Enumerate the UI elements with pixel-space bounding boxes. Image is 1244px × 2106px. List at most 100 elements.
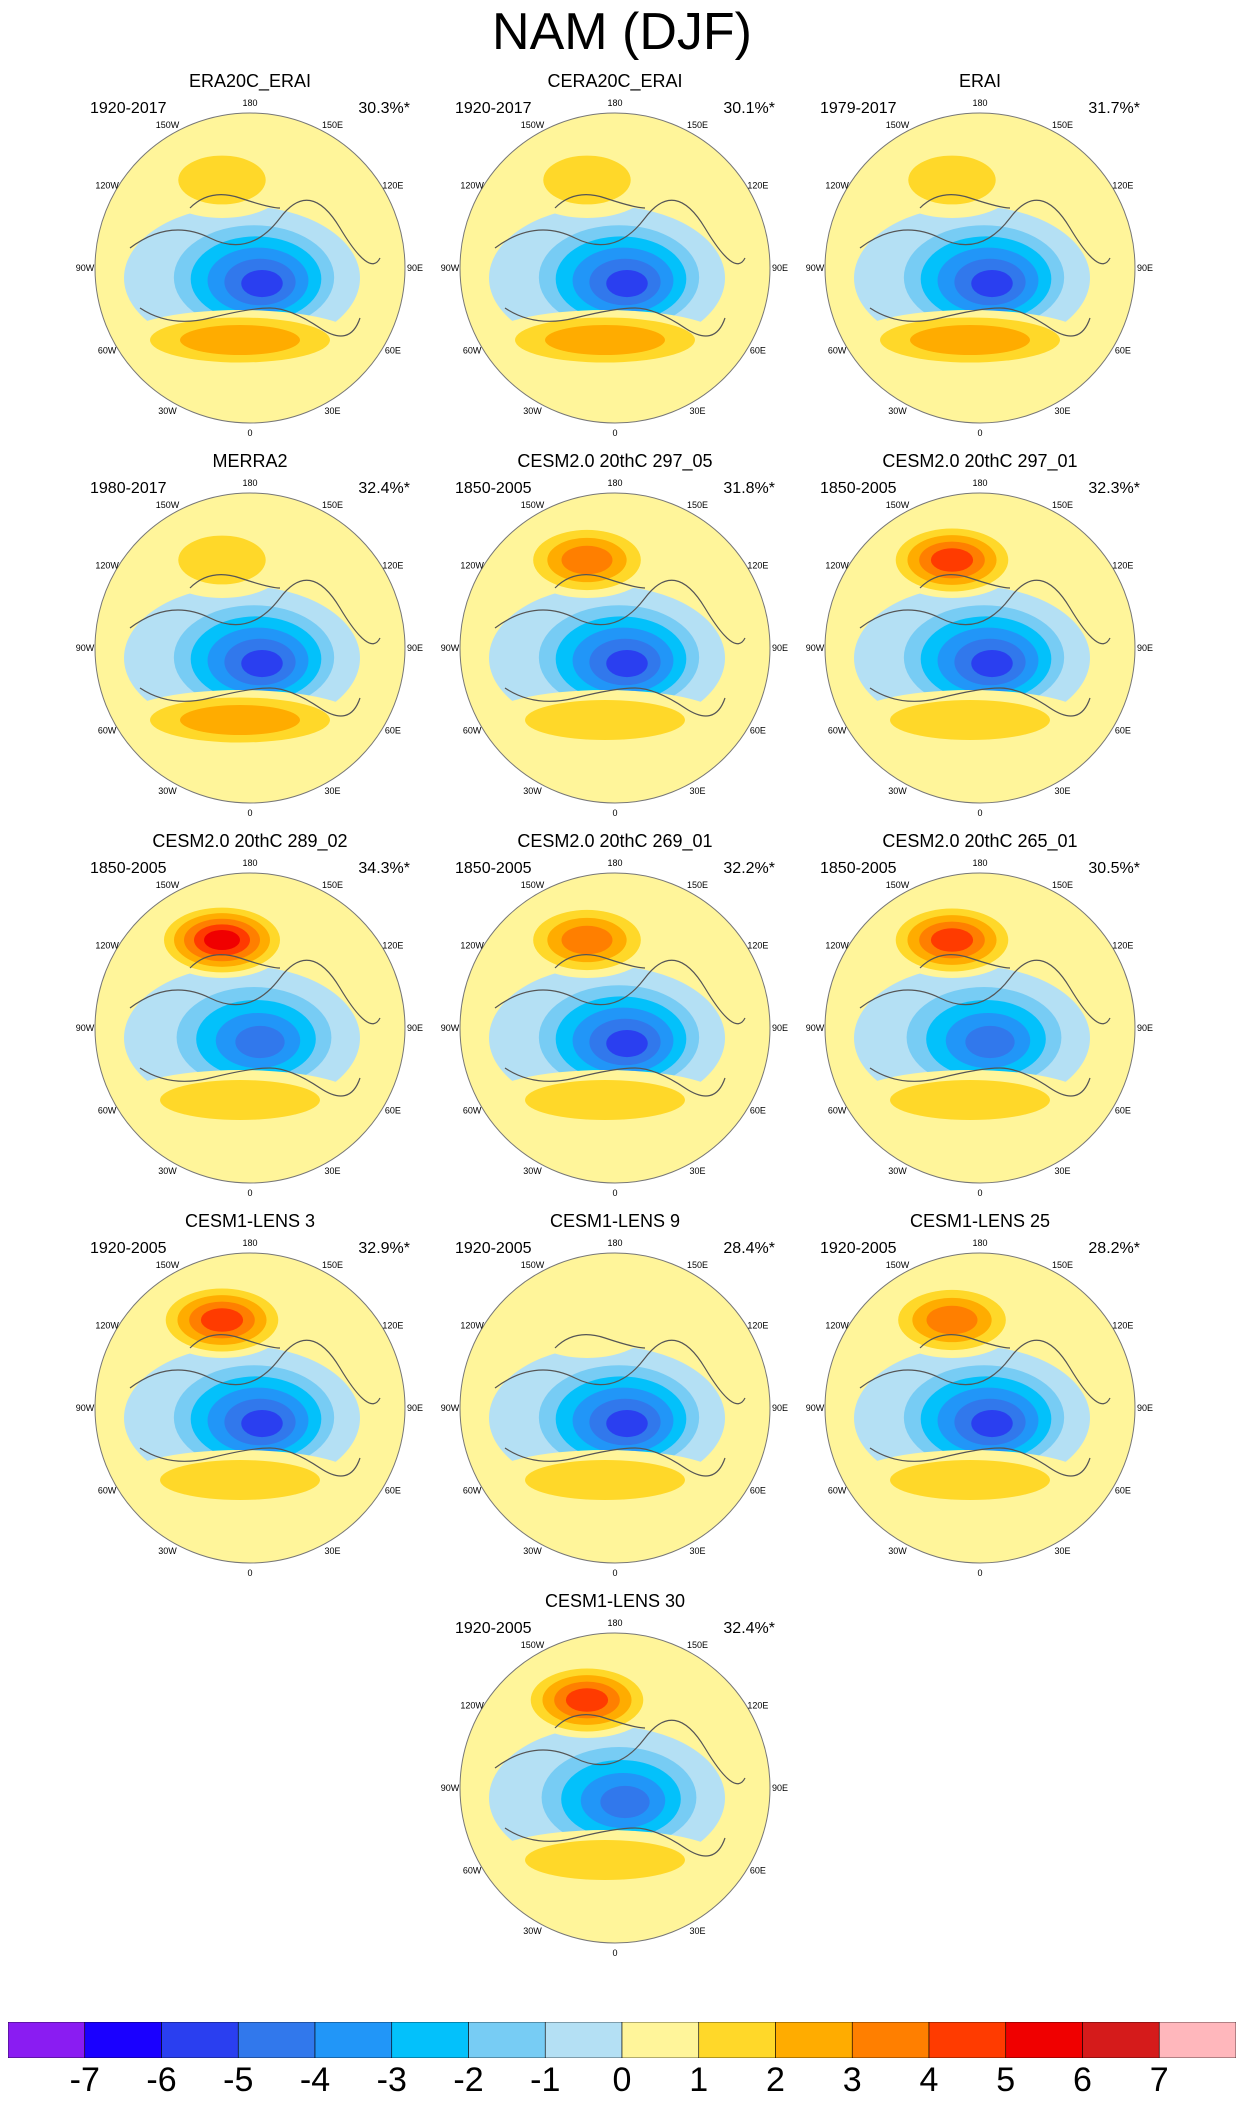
- contour-positive: [180, 325, 300, 355]
- map-panel: CESM2.0 20thC 297_05 1850-2005 31.8%* 180 15…: [435, 450, 795, 830]
- colorbar-swatch: [84, 2022, 162, 2058]
- lon-label: 120W: [95, 561, 119, 571]
- contour-negative: [241, 269, 283, 298]
- lon-label: 30W: [523, 1926, 542, 1936]
- colorbar-tick-label: -4: [299, 2061, 331, 2099]
- lon-label: 120E: [747, 561, 768, 571]
- lon-label: 90E: [772, 1403, 788, 1413]
- panel-period: 1920-2005: [455, 1240, 532, 1257]
- lon-label: 90W: [806, 1023, 825, 1033]
- lon-label: 120E: [1112, 1321, 1133, 1331]
- colorbar-tick-label: -3: [376, 2061, 407, 2099]
- lon-label: 60E: [750, 1106, 766, 1116]
- lon-label: 180: [607, 1238, 622, 1248]
- contour-negative: [971, 1409, 1013, 1438]
- colorbar-tick-label: 0: [612, 2061, 632, 2099]
- lon-label: 30E: [689, 406, 705, 416]
- colorbar-swatch: [928, 2022, 1007, 2058]
- panel-period: 1920-2017: [455, 100, 532, 117]
- panel-title: CESM1-LENS 3: [184, 1211, 316, 1231]
- map-panel: CESM2.0 20thC 265_01 1850-2005 30.5%* 180 15…: [800, 830, 1160, 1210]
- panel-variance: 30.3%*: [358, 100, 410, 117]
- contour-positive: [565, 1688, 609, 1712]
- panel-title: CERA20C_ERAI: [547, 71, 683, 91]
- panel-title: CESM1-LENS 25: [909, 1211, 1051, 1231]
- colorbar-swatch: [8, 2022, 86, 2058]
- lon-label: 60E: [750, 726, 766, 736]
- lon-label: 90W: [441, 1403, 460, 1413]
- coastline: [129, 194, 381, 337]
- lon-label: 30W: [158, 406, 177, 416]
- contour-positive: [561, 925, 613, 955]
- lon-label: 0: [612, 1188, 617, 1198]
- panel-period: 1979-2017: [820, 100, 897, 117]
- lon-label: 150W: [156, 880, 180, 890]
- map-rim: [824, 492, 1136, 804]
- lon-label: 30W: [523, 786, 542, 796]
- lon-label: 30E: [1054, 406, 1070, 416]
- polar-map: 180 150E 120E 90E 60E 30E 0 30W 60W 90W 120W 150W: [441, 478, 788, 818]
- map-panel: CESM2.0 20thC 297_01 1850-2005 32.3%* 180 15…: [800, 450, 1160, 830]
- contour-positive: [519, 1282, 655, 1358]
- colorbar-swatch: [544, 2022, 623, 2058]
- lon-label: 0: [612, 1948, 617, 1958]
- polar-map: 180 150E 120E 90E 60E 30E 0 30W 60W 90W 120W 150W: [441, 98, 788, 438]
- panel-title: CESM2.0 20thC 289_02: [152, 831, 348, 851]
- lon-label: 90W: [806, 643, 825, 653]
- coastline: [859, 194, 1111, 337]
- map-rim: [824, 112, 1136, 424]
- lon-label: 30W: [888, 406, 907, 416]
- panel-variance: 34.3%*: [358, 860, 410, 877]
- lon-label: 30E: [324, 1166, 340, 1176]
- contour-negative: [241, 649, 283, 678]
- lon-label: 0: [977, 1568, 982, 1578]
- lon-label: 30E: [689, 1546, 705, 1556]
- lon-label: 120W: [825, 561, 849, 571]
- coastline: [494, 954, 746, 1097]
- lon-label: 90W: [76, 1023, 95, 1033]
- lon-label: 30W: [523, 1546, 542, 1556]
- lon-label: 30E: [324, 1546, 340, 1556]
- lon-label: 150E: [687, 500, 708, 510]
- lon-label: 180: [607, 478, 622, 488]
- coastline: [859, 954, 1111, 1097]
- lon-label: 180: [607, 98, 622, 108]
- lon-label: 0: [247, 1188, 252, 1198]
- lon-label: 0: [977, 808, 982, 818]
- colorbar-tick-label: 3: [842, 2061, 862, 2099]
- colorbar-swatch: [391, 2022, 469, 2058]
- lon-label: 150E: [322, 500, 343, 510]
- contour-negative: [235, 1025, 285, 1059]
- panel-title: ERA20C_ERAI: [188, 71, 312, 91]
- lon-label: 90E: [1137, 1403, 1153, 1413]
- panel-title: CESM2.0 20thC 269_01: [517, 831, 713, 851]
- panel-variance: 32.9%*: [358, 1240, 410, 1257]
- contour-positive: [908, 155, 996, 205]
- lon-label: 150E: [687, 880, 708, 890]
- lon-label: 150W: [521, 500, 545, 510]
- lon-label: 150W: [156, 500, 180, 510]
- lon-label: 30E: [1054, 1546, 1070, 1556]
- coastline: [129, 574, 381, 717]
- map-rim: [94, 492, 406, 804]
- contour-positive: [926, 1305, 978, 1335]
- lon-label: 150E: [322, 1260, 343, 1270]
- lon-label: 150W: [521, 1640, 545, 1650]
- map-panel: CESM1-LENS 25 1920-2005 28.2%* 180 150E 120E 9…: [800, 1210, 1160, 1590]
- lon-label: 30E: [1054, 1166, 1070, 1176]
- contour-negative: [606, 649, 648, 678]
- lon-label: 60E: [1115, 1106, 1131, 1116]
- panel-period: 1920-2017: [90, 100, 167, 117]
- colorbar-tick-label: 6: [1073, 2061, 1092, 2099]
- contour-positive: [543, 155, 631, 205]
- contour-positive: [930, 928, 974, 952]
- panel-period: 1850-2005: [455, 480, 532, 497]
- lon-label: 90E: [407, 1403, 423, 1413]
- colorbar-tick-label: 1: [689, 2061, 709, 2099]
- panel-period: 1920-2005: [90, 1240, 167, 1257]
- contour-positive: [160, 1460, 320, 1500]
- polar-map: 180 150E 120E 90E 60E 30E 0 30W 60W 90W 120W 150W: [441, 858, 788, 1198]
- lon-label: 30W: [158, 1166, 177, 1176]
- lon-label: 120W: [460, 1701, 484, 1711]
- lon-label: 120W: [825, 181, 849, 191]
